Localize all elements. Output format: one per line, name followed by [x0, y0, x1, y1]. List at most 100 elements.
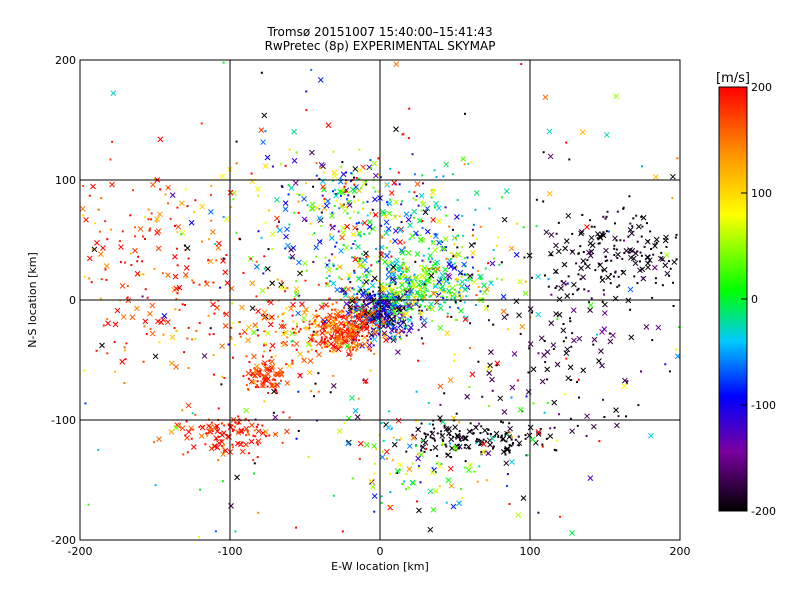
data-point-dot: [569, 417, 572, 420]
data-point-dot: [504, 453, 507, 456]
data-point-dot: [248, 452, 251, 455]
data-point-dot: [375, 317, 378, 320]
data-point-cross: [450, 503, 457, 510]
data-point-dot: [453, 297, 456, 300]
data-point-dot: [262, 385, 265, 388]
data-point-dot: [254, 435, 257, 438]
data-point-dot: [281, 185, 284, 188]
data-point-cross: [164, 319, 171, 325]
data-point-cross: [539, 378, 546, 385]
data-point-dot: [328, 259, 331, 262]
data-point-cross: [259, 287, 266, 294]
data-point-dot: [352, 210, 355, 213]
data-point-cross: [392, 214, 398, 220]
data-point-cross: [352, 256, 359, 263]
data-point-dot: [119, 299, 122, 302]
data-point-dot: [200, 122, 203, 125]
data-point-cross: [213, 435, 220, 442]
data-point-dot: [525, 454, 528, 457]
data-point-cross: [283, 233, 289, 240]
data-point-dot: [363, 233, 366, 236]
data-point-dot: [384, 253, 387, 256]
data-point-dot: [256, 329, 259, 332]
data-point-dot: [347, 191, 350, 194]
data-point-dot: [99, 297, 102, 300]
data-point-dot: [237, 415, 240, 418]
data-point-dot: [579, 245, 582, 248]
data-point-dot: [423, 285, 426, 288]
data-point-dot: [454, 302, 457, 305]
data-point-dot: [463, 163, 466, 166]
data-point-cross: [211, 443, 218, 450]
data-point-dot: [553, 448, 556, 451]
data-point-dot: [262, 272, 265, 275]
data-point-dot: [431, 240, 434, 243]
data-point-dot: [397, 270, 400, 273]
data-point-dot: [469, 430, 472, 433]
data-point-dot: [363, 308, 366, 311]
data-point-dot: [255, 425, 258, 428]
data-point-cross: [269, 342, 276, 349]
data-point-dot: [336, 192, 339, 195]
data-point-cross: [578, 229, 585, 235]
data-point-cross: [465, 467, 472, 474]
data-point-dot: [270, 356, 273, 359]
data-point-dot: [391, 322, 394, 325]
data-point-dot: [311, 233, 314, 236]
data-point-cross: [114, 307, 121, 314]
data-point-cross: [243, 407, 250, 414]
data-point-dot: [178, 308, 181, 311]
data-point-cross: [445, 272, 451, 279]
data-point-cross: [338, 248, 344, 254]
data-point-dot: [217, 407, 220, 410]
data-point-dot: [577, 287, 580, 290]
data-point-cross: [598, 348, 604, 354]
data-point-cross: [342, 292, 349, 299]
data-point-dot: [353, 195, 356, 198]
data-point-dot: [640, 235, 643, 238]
data-point-cross: [421, 317, 428, 324]
data-point-dot: [510, 396, 513, 399]
data-point-dot: [215, 424, 218, 427]
data-point-cross: [507, 425, 513, 432]
data-point-dot: [347, 335, 350, 338]
data-point-dot: [299, 373, 302, 376]
data-point-cross: [562, 245, 569, 252]
data-point-dot: [625, 415, 628, 418]
data-point-dot: [343, 306, 346, 309]
data-point-dot: [383, 305, 386, 308]
data-point-dot: [432, 267, 435, 270]
data-point-cross: [403, 310, 410, 317]
data-point-dot: [402, 270, 405, 273]
data-point-dot: [242, 271, 245, 274]
data-point-dot: [564, 283, 567, 286]
data-point-dot: [571, 293, 574, 296]
data-point-dot: [294, 328, 297, 331]
data-point-cross: [329, 212, 335, 219]
data-point-dot: [309, 222, 312, 225]
data-point-cross: [451, 291, 458, 298]
data-point-dot: [329, 337, 332, 340]
data-point-dot: [479, 290, 482, 293]
data-point-dot: [125, 342, 128, 345]
data-point-cross: [500, 308, 507, 315]
data-point-cross: [508, 245, 515, 252]
data-point-dot: [263, 330, 266, 333]
data-point-dot: [461, 215, 464, 218]
data-point-dot: [381, 450, 384, 453]
data-point-cross: [208, 209, 214, 215]
data-point-dot: [524, 437, 527, 440]
data-point-dot: [318, 178, 321, 181]
data-point-cross: [646, 257, 653, 264]
data-point-cross: [371, 493, 378, 499]
data-point-dot: [430, 307, 433, 310]
data-point-dot: [227, 343, 230, 346]
data-point-cross: [501, 314, 508, 321]
data-point-dot: [604, 255, 607, 258]
data-point-cross: [547, 153, 554, 160]
data-point-dot: [366, 326, 369, 329]
data-point-dot: [651, 296, 654, 299]
data-point-dot: [650, 248, 653, 251]
data-point-dot: [269, 349, 272, 352]
data-point-dot: [358, 260, 361, 263]
